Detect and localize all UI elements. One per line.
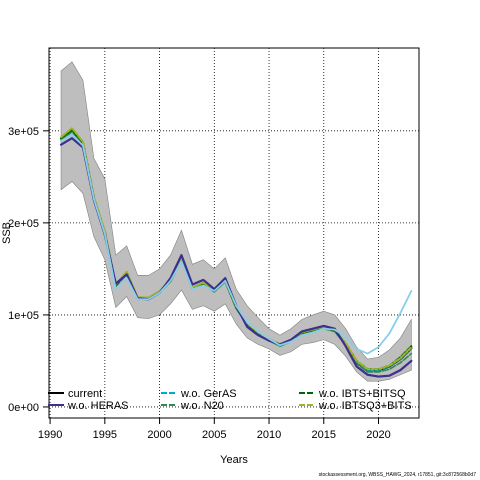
legend-label: w.o. GerAS: [180, 388, 237, 400]
series-lines: [59, 127, 413, 378]
x-tick-label: 1995: [93, 429, 117, 441]
x-axis-title: Years: [220, 454, 248, 466]
legend-label: w.o. HERAS: [67, 400, 129, 412]
x-tick-label: 1990: [38, 429, 62, 441]
y-axis: 0e+00 1e+05 2e+05 3e+05: [8, 126, 50, 414]
y-axis-title: SSB: [1, 222, 13, 244]
x-tick-label: 2020: [366, 429, 390, 441]
y-tick-label: 0e+00: [8, 402, 39, 414]
y-tick-label: 2e+05: [8, 218, 39, 230]
legend-label: current: [68, 388, 102, 400]
x-tick-label: 2015: [312, 429, 336, 441]
legend-label: w.o. IBTS+BITSQ: [318, 388, 406, 400]
legend-label: w.o. IBTSQ3+BITS: [318, 400, 412, 412]
x-tick-label: 2000: [147, 429, 171, 441]
footnote: stockassessment.org, WBSS_HAWG_2024, r17…: [319, 472, 477, 478]
confidence-band: [60, 61, 412, 382]
y-tick-label: 3e+05: [8, 126, 39, 138]
x-axis: 1990 1995 2000 2005 2010 2015 2020: [38, 417, 391, 441]
legend-label: w.o. N20: [180, 400, 224, 412]
x-tick-label: 2010: [257, 429, 281, 441]
series-line-7: [60, 133, 413, 355]
y-tick-label: 1e+05: [8, 310, 39, 322]
x-tick-label: 2005: [202, 429, 226, 441]
